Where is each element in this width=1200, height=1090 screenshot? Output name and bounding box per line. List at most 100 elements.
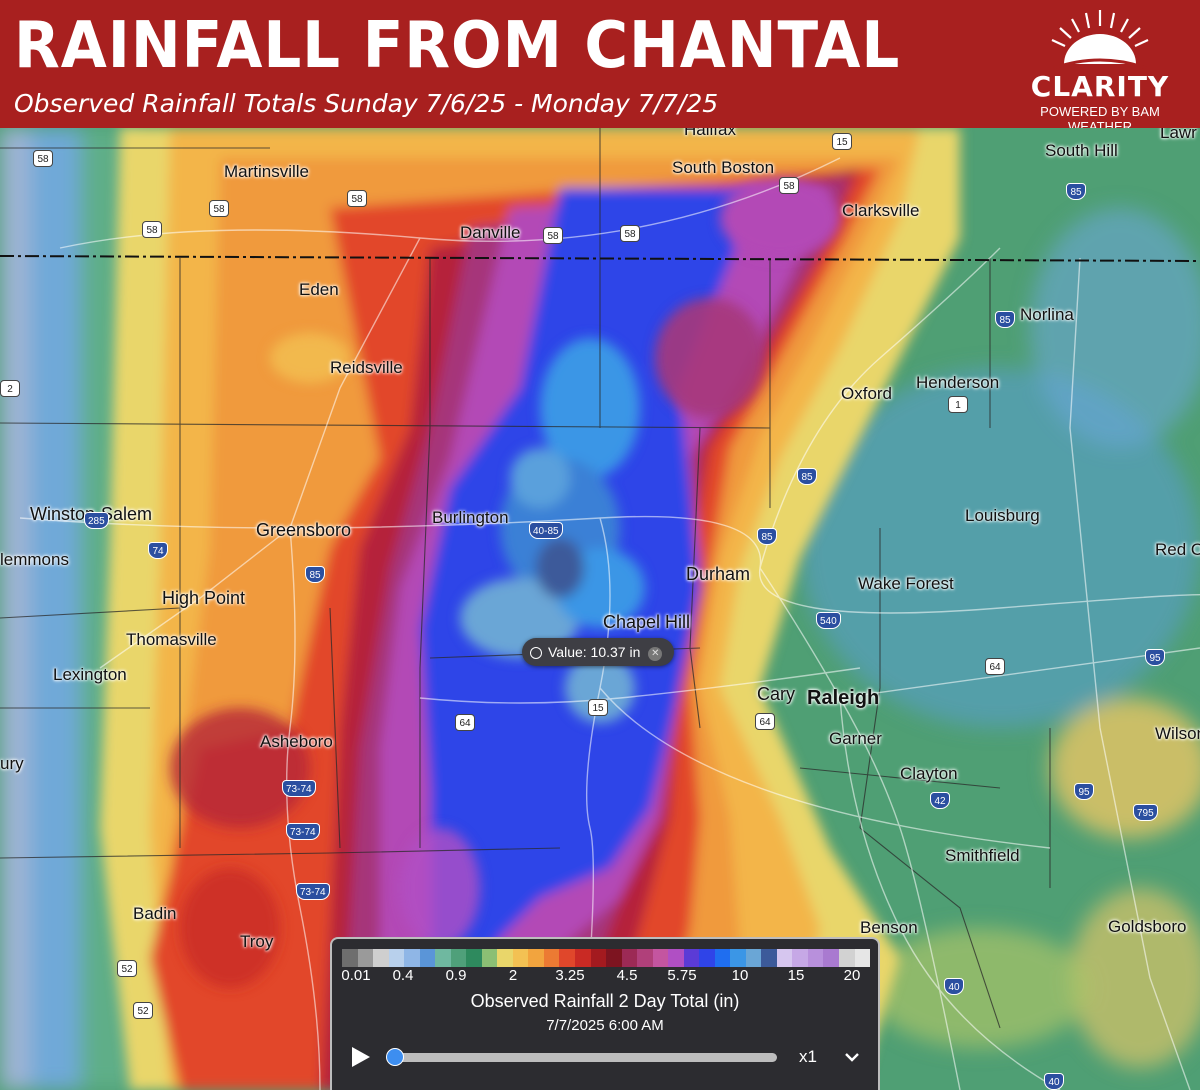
highway-shield: 58 — [347, 190, 367, 207]
highway-shield: 95 — [1074, 783, 1094, 800]
brand-name: CLARITY — [1030, 70, 1170, 103]
city-label: Danville — [460, 223, 521, 242]
highway-shield: 58 — [142, 221, 162, 238]
play-icon[interactable] — [348, 1045, 372, 1069]
color-swatch — [792, 949, 808, 967]
highway-shield: 540 — [816, 612, 841, 629]
timeline-slider-knob[interactable] — [386, 1048, 404, 1066]
highway-shield: 52 — [133, 1002, 153, 1019]
scale-tick-label: 0.01 — [341, 967, 371, 984]
city-label: High Point — [162, 588, 246, 608]
color-swatch — [668, 949, 684, 967]
city-label: Clarksville — [842, 201, 920, 220]
value-tooltip[interactable]: Value: 10.37 in ✕ — [522, 638, 675, 666]
city-label: Chapel Hill — [603, 612, 691, 632]
city-label: Greensboro — [256, 520, 352, 540]
city-label: Goldsboro — [1108, 917, 1187, 936]
city-label: Halifax — [684, 128, 736, 139]
color-scale-ticks: 0.01 0.4 0.9 2 3.25 4.5 5.75 10 15 20 — [341, 967, 870, 989]
color-scale-bar — [342, 949, 871, 967]
color-swatch — [714, 949, 731, 967]
city-label: Oxford — [841, 384, 893, 403]
color-swatch — [497, 949, 513, 967]
color-swatch — [574, 949, 591, 967]
crosshair-icon — [530, 647, 542, 659]
highway-shield: 42 — [930, 792, 950, 809]
color-swatch — [823, 949, 839, 967]
legend-title: Observed Rainfall 2 Day Total (in) — [470, 991, 740, 1011]
highway-shield: 58 — [620, 225, 640, 242]
highway-shield: 40 — [1044, 1073, 1064, 1090]
city-label: Asheboro — [260, 732, 333, 751]
highway-shield: 64 — [755, 713, 775, 730]
color-swatch — [761, 949, 777, 967]
color-swatch — [590, 949, 607, 967]
page-subtitle: Observed Rainfall Totals Sunday 7/6/25 -… — [14, 89, 719, 118]
highway-shield: 58 — [543, 227, 563, 244]
city-label: ury — [0, 754, 24, 773]
highway-shield: 15 — [832, 133, 852, 150]
scale-tick-label: 3.25 — [555, 967, 585, 984]
city-label: Eden — [299, 280, 339, 299]
highway-shield: 85 — [757, 528, 777, 545]
highway-shield: 58 — [779, 177, 799, 194]
scale-tick-label: 4.5 — [616, 967, 638, 984]
color-swatch — [606, 949, 622, 967]
color-swatch — [652, 949, 669, 967]
highway-shield: 40-85 — [529, 522, 563, 539]
scale-tick-label: 5.75 — [667, 967, 697, 984]
legend-timestamp: 7/7/2025 6:00 AM — [546, 1017, 664, 1034]
state-border — [0, 255, 1200, 262]
color-swatch — [807, 949, 824, 967]
highway-shield: 95 — [1145, 649, 1165, 666]
color-swatch — [699, 949, 715, 967]
sun-icon — [1051, 10, 1149, 70]
color-swatch — [745, 949, 762, 967]
color-swatch — [388, 949, 405, 967]
highway-shield: 40 — [944, 978, 964, 995]
color-swatch — [435, 949, 451, 967]
rainfall-map[interactable]: Halifax South Boston South Hill Lawr Mar… — [0, 128, 1200, 1090]
scale-tick-label: 10 — [731, 967, 749, 984]
city-label: Raleigh — [807, 687, 880, 709]
city-label: Garner — [829, 729, 882, 748]
city-label: Lawr — [1160, 128, 1197, 142]
highway-shield: 85 — [995, 311, 1015, 328]
legend-panel: 0.01 0.4 0.9 2 3.25 4.5 5.75 10 15 20 Observed Ra… — [330, 937, 880, 1090]
close-icon[interactable]: ✕ — [648, 647, 663, 661]
highway-shield: 285 — [84, 512, 109, 529]
city-label: Badin — [133, 904, 177, 923]
highway-shield: 15 — [588, 699, 608, 716]
header-banner: RAINFALL FROM CHANTAL Observed Rainfall … — [0, 0, 1200, 134]
city-label: Troy — [240, 932, 274, 951]
color-swatch — [839, 949, 855, 967]
color-swatch — [466, 949, 482, 967]
city-label: South Boston — [672, 158, 775, 177]
color-swatch — [357, 949, 374, 967]
city-label: Wake Forest — [858, 574, 954, 593]
city-label: Norlina — [1020, 305, 1074, 324]
clarity-logo: CLARITY POWERED BY BAM WEATHER — [1014, 6, 1186, 134]
color-swatch — [559, 949, 575, 967]
chevron-down-icon[interactable] — [844, 1049, 860, 1065]
city-label: South Hill — [1045, 141, 1118, 160]
highway-shield: 64 — [455, 714, 475, 731]
playback-speed[interactable]: x1 — [799, 1047, 817, 1066]
city-label: Louisburg — [965, 506, 1040, 525]
highway-shield: 52 — [117, 960, 137, 977]
scale-tick-label: 0.9 — [445, 967, 467, 984]
city-label: Burlington — [432, 508, 509, 527]
highway-shield: 64 — [985, 658, 1005, 675]
timeline-slider[interactable] — [386, 1048, 777, 1066]
city-label: Cary — [757, 684, 796, 704]
page-title: RAINFALL FROM CHANTAL — [14, 9, 901, 83]
highway-shield: 85 — [1066, 183, 1086, 200]
color-swatch — [373, 949, 389, 967]
highway-shield: 58 — [33, 150, 53, 167]
rainfall-heatmap — [0, 128, 1200, 1090]
color-swatch — [342, 949, 358, 967]
color-swatch — [854, 949, 871, 967]
city-label: Martinsville — [224, 162, 310, 181]
city-label: Thomasville — [126, 630, 217, 649]
highway-shield: 73-74 — [286, 823, 320, 840]
